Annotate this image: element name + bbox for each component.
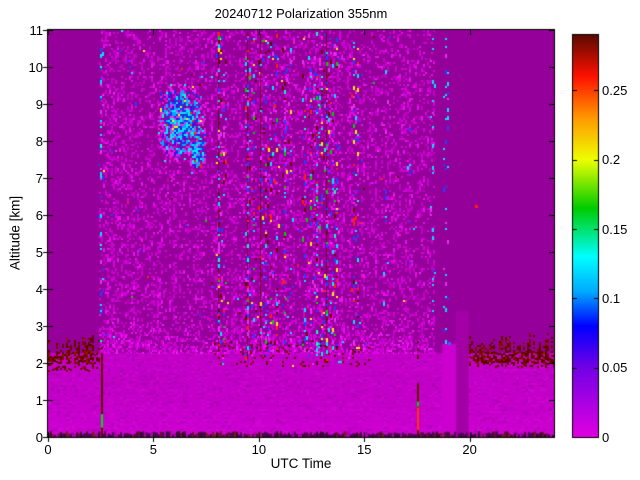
y-tick-label: 2 bbox=[35, 355, 43, 371]
x-axis-label: UTC Time bbox=[270, 456, 332, 471]
y-tick-label: 4 bbox=[35, 281, 43, 297]
y-tick-label: 8 bbox=[35, 133, 43, 149]
x-tick-label: 15 bbox=[357, 442, 372, 457]
colorbar-tick-label: 0.25 bbox=[602, 82, 628, 98]
colorbar-tick-label: 0 bbox=[602, 429, 610, 445]
y-tick-label: 3 bbox=[35, 318, 43, 334]
y-tick-label: 11 bbox=[29, 22, 44, 38]
chart-title: 20240712 Polarization 355nm bbox=[214, 6, 388, 21]
x-tick-label: 20 bbox=[462, 442, 477, 457]
colorbar-tick-label: 0.15 bbox=[602, 221, 628, 237]
colorbar-tick-label: 0.2 bbox=[602, 152, 621, 168]
y-tick-label: 9 bbox=[35, 96, 43, 112]
y-tick-label: 0 bbox=[35, 429, 43, 445]
x-tick-label: 10 bbox=[251, 442, 267, 457]
y-tick-label: 6 bbox=[35, 207, 43, 223]
y-tick-label: 5 bbox=[35, 244, 43, 260]
colorbar-tick-label: 0.05 bbox=[602, 360, 628, 376]
y-tick-label: 1 bbox=[35, 392, 43, 408]
y-tick-label: 10 bbox=[28, 59, 43, 75]
x-tick-label: 5 bbox=[149, 442, 158, 457]
colorbar-tick-label: 0.1 bbox=[602, 290, 621, 306]
x-tick-label: 0 bbox=[44, 442, 52, 457]
y-tick-label: 7 bbox=[35, 170, 43, 186]
